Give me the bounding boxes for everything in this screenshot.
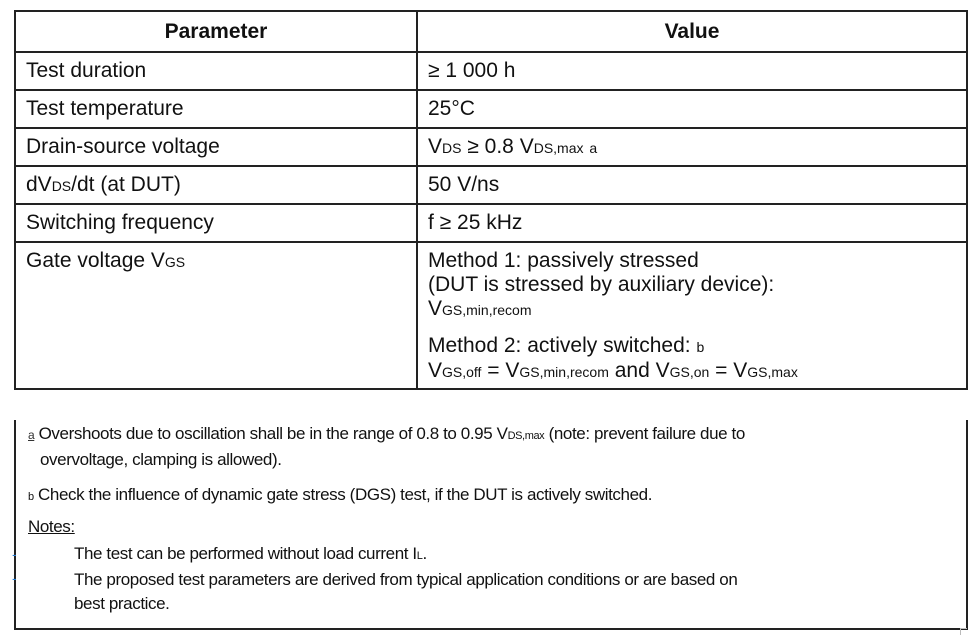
value-line: f ≥ 25 kHz xyxy=(428,211,956,235)
bullet-icon: - xyxy=(12,570,17,586)
parameter-cell: Test temperature xyxy=(14,89,418,129)
text-segment: /dt (at DUT) xyxy=(71,173,181,196)
parameter-cell: Switching frequency xyxy=(14,203,418,243)
bullet-icon: - xyxy=(12,546,17,562)
footnote-a-line2: overvoltage, clamping is allowed). xyxy=(40,450,282,469)
note-item: The proposed test parameters are derived… xyxy=(74,568,738,592)
subscript: GS,max xyxy=(747,364,798,380)
text-segment: = V xyxy=(481,359,520,382)
text-segment: Check the influence of dynamic gate stre… xyxy=(33,485,653,504)
text-segment: Gate voltage V xyxy=(26,249,165,272)
parameter-cell: Gate voltage VGS xyxy=(14,241,418,390)
subscript: b xyxy=(28,491,34,503)
value-line xyxy=(428,322,956,334)
value-line: (DUT is stressed by auxiliary device): xyxy=(428,273,956,297)
text-segment: The proposed test parameters are derived… xyxy=(74,570,738,589)
footnote-b: b Check the influence of dynamic gate st… xyxy=(28,483,652,509)
text-segment: and V xyxy=(608,359,670,382)
subscript: L xyxy=(416,550,423,562)
footnote-a-line1: Overshoots due to oscillation shall be i… xyxy=(34,424,746,443)
text-segment: best practice. xyxy=(74,594,170,613)
text-segment: dV xyxy=(26,173,52,196)
text-segment: Method 2: actively switched: xyxy=(428,334,697,357)
subscript: DS,max xyxy=(507,430,545,442)
text-segment: (note: prevent failure due to xyxy=(544,424,746,443)
value-cell: f ≥ 25 kHz xyxy=(416,203,968,243)
value-line: VDS ≥ 0.8 VDS,max a xyxy=(428,135,956,160)
note-item: best practice. xyxy=(74,592,737,616)
value-cell: Method 1: passively stressed (DUT is stre… xyxy=(416,241,968,390)
subscript: b xyxy=(696,339,705,355)
text-segment: ≥ 0.8 V xyxy=(461,135,534,158)
text-segment: 25°C xyxy=(428,97,475,120)
text-segment: The test can be performed without load c… xyxy=(74,544,417,563)
value-line: Method 1: passively stressed xyxy=(428,249,956,273)
notes-list: The test can be performed without load c… xyxy=(74,542,738,616)
header-parameter: Parameter xyxy=(14,10,418,53)
value-cell: ≥ 1 000 h xyxy=(416,51,968,91)
subscript: DS,max xyxy=(533,140,584,156)
value-line: 50 V/ns xyxy=(428,173,956,197)
value-cell: VDS ≥ 0.8 VDS,max a xyxy=(416,127,968,167)
table-row: Test temperature 25°C xyxy=(14,89,968,129)
text-segment: (DUT is stressed by auxiliary device): xyxy=(428,273,775,296)
text-segment: V xyxy=(428,135,443,158)
parameter-cell: Drain-source voltage xyxy=(14,127,418,167)
subscript: GS,min,recom xyxy=(519,364,609,380)
subscript: GS,off xyxy=(442,364,482,380)
text-segment: Test duration xyxy=(26,59,147,82)
table-row: Gate voltage VGS Method 1: passively stre… xyxy=(14,241,968,390)
subscript: GS,min,recom xyxy=(442,302,532,318)
table-row: Switching frequency f ≥ 25 kHz xyxy=(14,203,968,243)
subscript: DS xyxy=(442,140,462,156)
subscript: DS xyxy=(51,178,72,194)
footnotes-box: a Overshoots due to oscillation shall be… xyxy=(12,420,968,630)
text-segment: = V xyxy=(709,359,748,382)
corner-mark xyxy=(960,628,967,635)
header-row: Parameter Value xyxy=(14,10,968,53)
value-line: VGS,off = VGS,min,recom and VGS,on = VGS… xyxy=(428,359,956,384)
text-segment: f ≥ 25 kHz xyxy=(428,211,523,234)
subscript: GS xyxy=(164,254,186,270)
table-row: dVDS/dt (at DUT) 50 V/ns xyxy=(14,165,968,205)
note-item: The test can be performed without load c… xyxy=(74,542,737,568)
table-row: Drain-source voltage VDS ≥ 0.8 VDS,max a xyxy=(14,127,968,167)
table-row: Test duration ≥ 1 000 h xyxy=(14,51,968,91)
text-segment: V xyxy=(428,297,443,320)
text-segment: ≥ 1 000 h xyxy=(428,59,516,82)
text-segment: . xyxy=(422,544,427,563)
value-cell: 50 V/ns xyxy=(416,165,968,205)
text-segment: V xyxy=(428,359,443,382)
parameter-cell: dVDS/dt (at DUT) xyxy=(14,165,418,205)
footnote-a-marker: a xyxy=(28,428,35,442)
value-cell: 25°C xyxy=(416,89,968,129)
text-segment: Drain-source voltage xyxy=(26,135,220,158)
value-line: VGS,min,recom xyxy=(428,297,956,322)
footnote-a: a Overshoots due to oscillation shall be… xyxy=(28,422,745,448)
subscript: a xyxy=(589,140,598,156)
value-line: ≥ 1 000 h xyxy=(428,59,956,83)
text-segment: Overshoots due to oscillation shall be i… xyxy=(34,424,508,443)
text-segment: 50 V/ns xyxy=(428,173,500,196)
notes-label: Notes: xyxy=(28,517,75,536)
subscript: GS,on xyxy=(669,364,710,380)
parameter-cell: Test duration xyxy=(14,51,418,91)
text-segment: Test temperature xyxy=(26,97,184,120)
test-parameters-table: Parameter Value Test duration ≥ 1 000 h Te… xyxy=(14,10,968,390)
header-value: Value xyxy=(416,10,968,53)
text-segment: Method 1: passively stressed xyxy=(428,249,699,272)
value-line: Method 2: actively switched: b xyxy=(428,334,956,359)
value-line: 25°C xyxy=(428,97,956,121)
text-segment: Switching frequency xyxy=(26,211,214,234)
